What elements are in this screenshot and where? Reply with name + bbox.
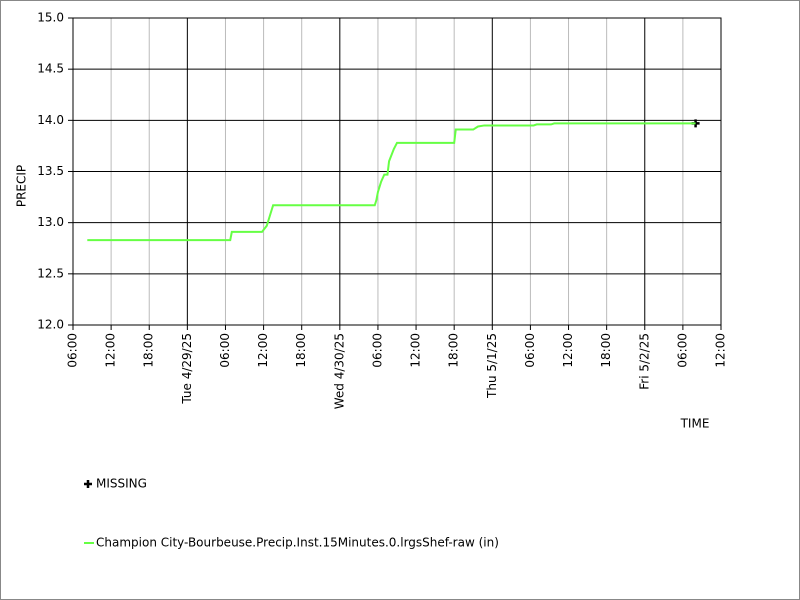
- x-tick-label: 12:00: [409, 333, 423, 368]
- plot-border: [72, 17, 722, 326]
- series-line: [87, 122, 696, 242]
- x-tick-label: 12:00: [561, 333, 575, 368]
- y-tick-label: 13.5: [37, 164, 64, 178]
- y-tick-label: 14.0: [37, 113, 64, 127]
- x-tick-label: 06:00: [523, 333, 537, 368]
- x-tick-label: 06:00: [675, 333, 689, 368]
- x-tick-label: Thu 5/1/25: [485, 333, 499, 399]
- y-axis-label: PRECIP: [15, 165, 29, 207]
- x-axis-label: TIME: [680, 417, 710, 431]
- x-tick-label: 06:00: [370, 333, 384, 368]
- legend-label: MISSING: [96, 477, 147, 491]
- x-tick-label: Fri 5/2/25: [637, 333, 651, 390]
- y-tick-label: 13.0: [37, 215, 64, 229]
- x-tick-label: 18:00: [294, 333, 308, 368]
- x-tick-label: 18:00: [142, 333, 156, 368]
- y-tick-label: 15.0: [37, 11, 64, 25]
- x-tick-label: 18:00: [447, 333, 461, 368]
- x-tick-label: 12:00: [104, 333, 118, 368]
- x-tick-label: 12:00: [256, 333, 270, 368]
- y-tick-label: 12.0: [37, 318, 64, 332]
- legend-label: Champion City-Bourbeuse.Precip.Inst.15Mi…: [96, 536, 499, 550]
- x-tick-label: 06:00: [66, 333, 80, 368]
- y-tick-label: 12.5: [37, 266, 64, 280]
- x-tick-label: 12:00: [714, 333, 728, 368]
- x-tick-label: Wed 4/30/25: [332, 333, 346, 409]
- x-tick-label: 06:00: [218, 333, 232, 368]
- x-tick-label: Tue 4/29/25: [180, 333, 194, 405]
- x-tick-label: 18:00: [599, 333, 613, 368]
- y-tick-label: 14.5: [37, 62, 64, 76]
- legend-marker: [84, 480, 92, 488]
